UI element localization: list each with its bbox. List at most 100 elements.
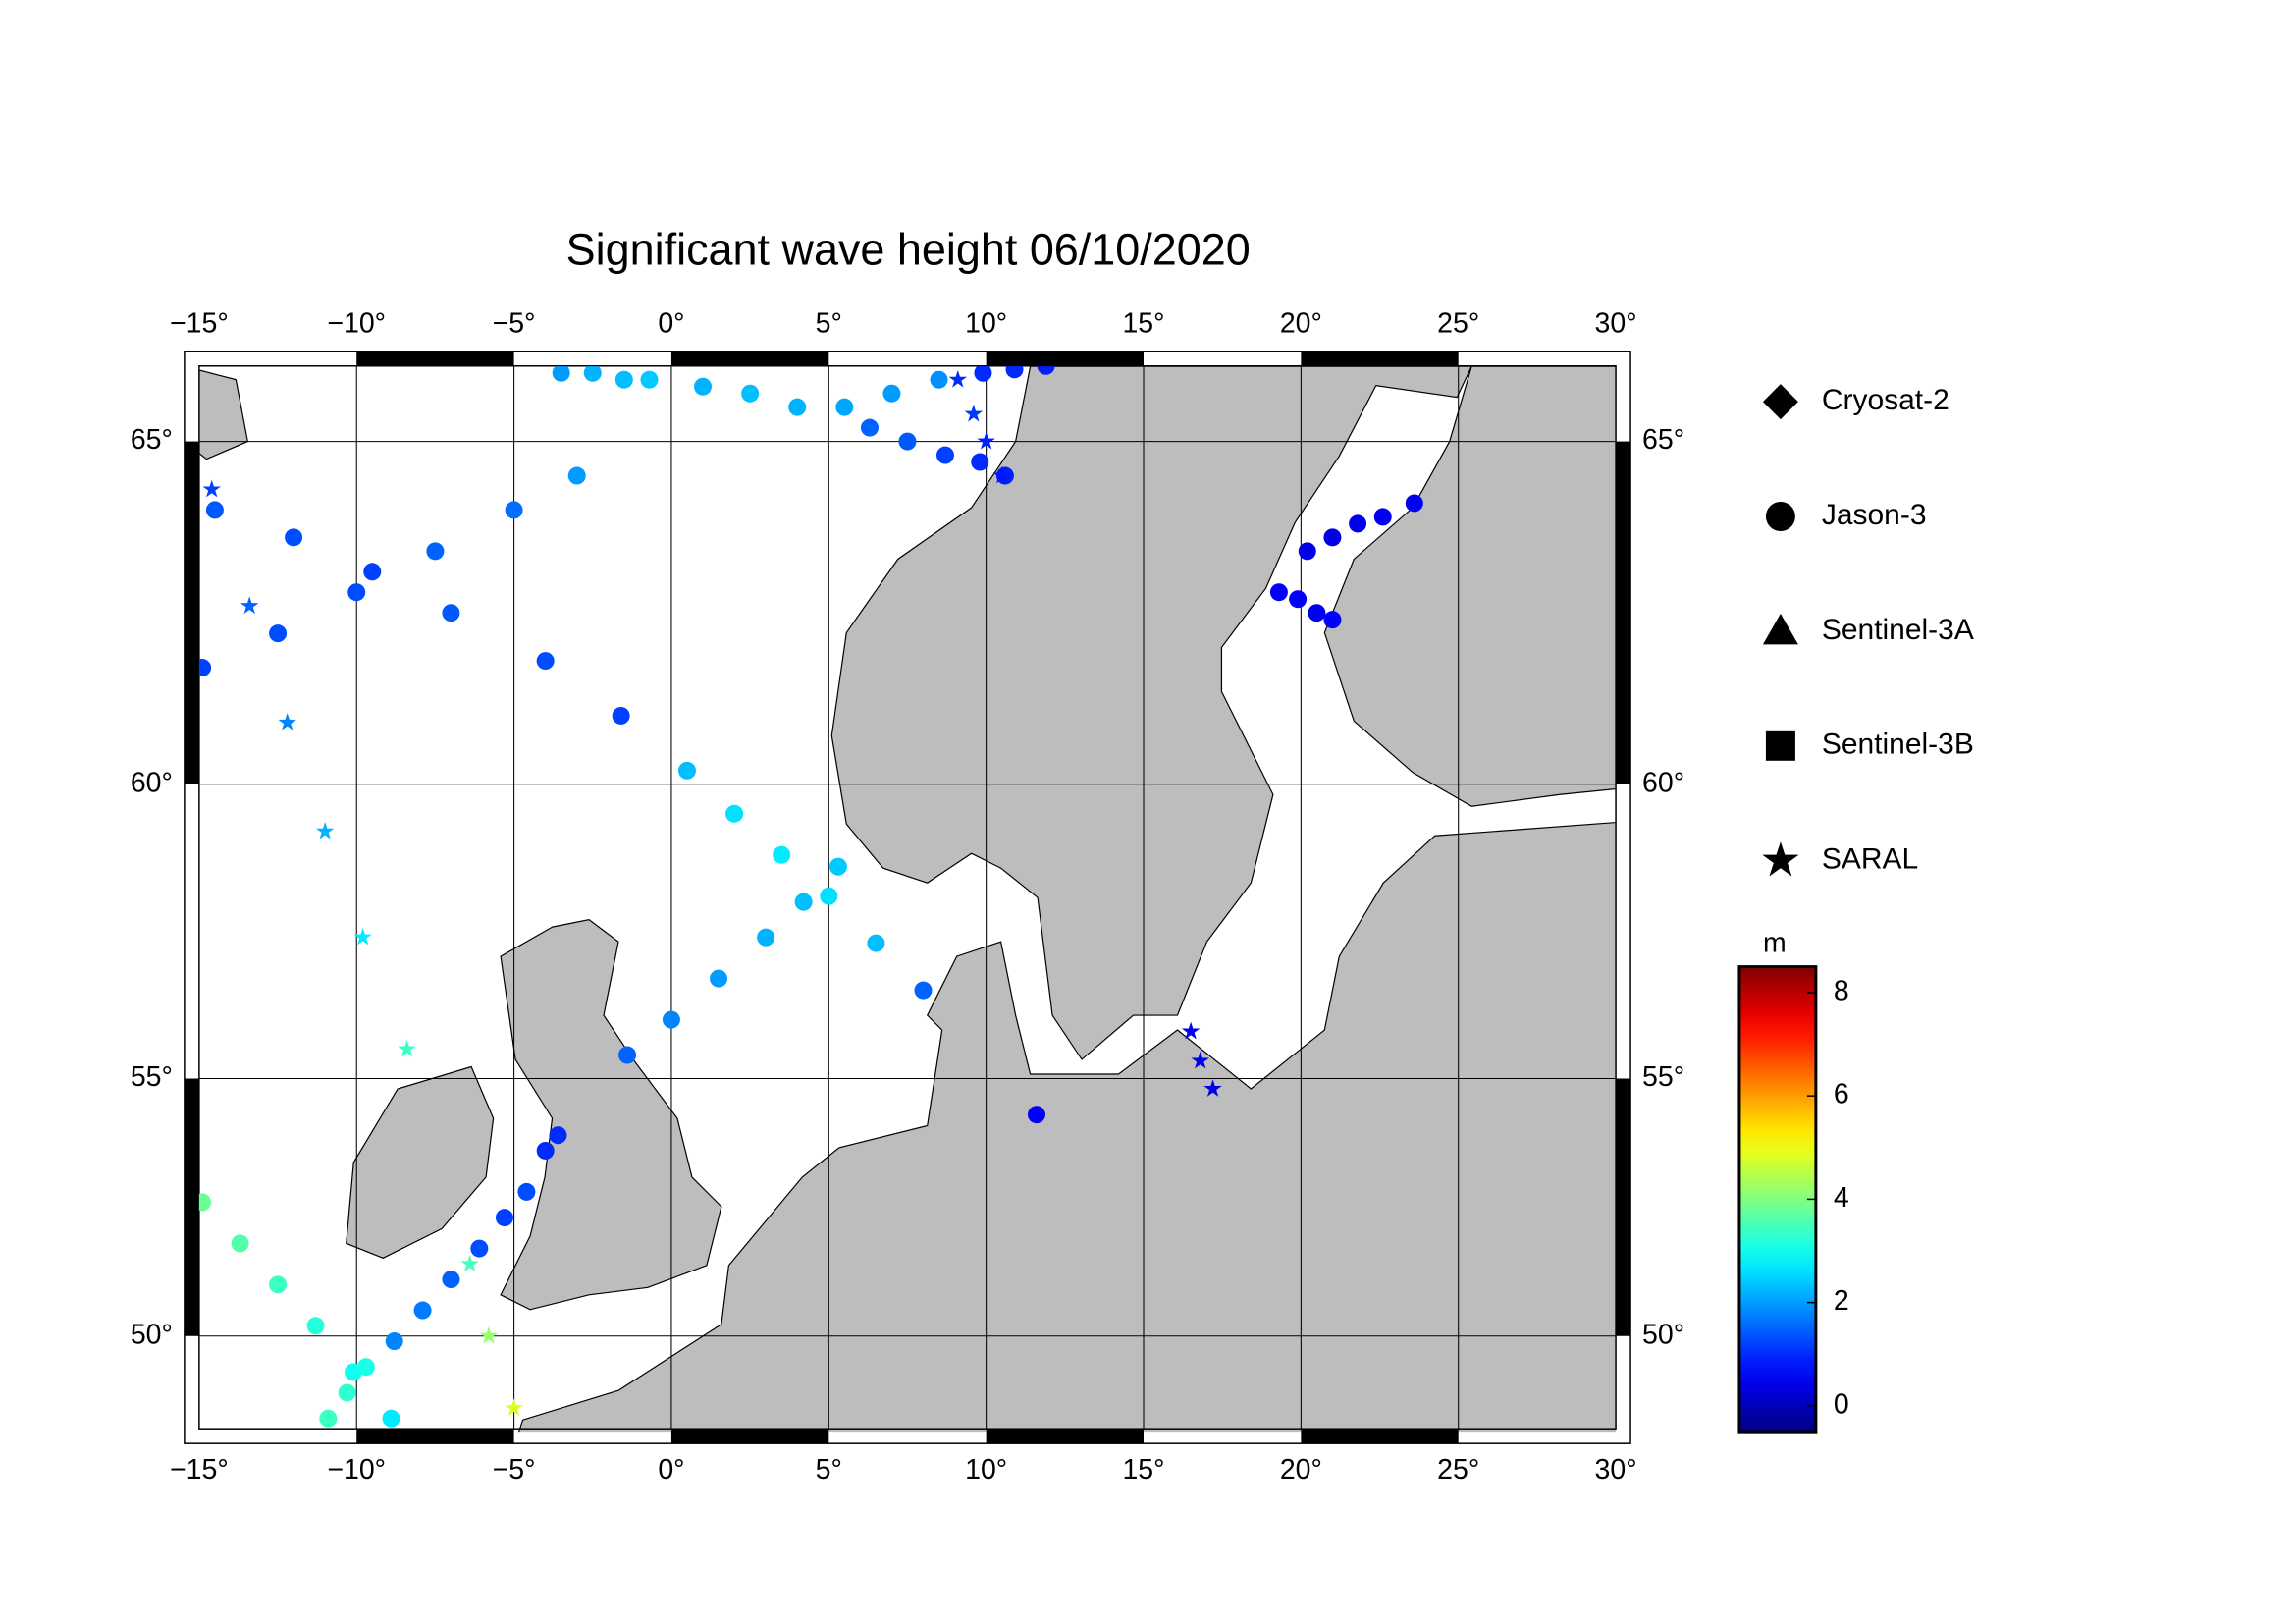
marker	[828, 857, 847, 876]
legend-label: Sentinel-3A	[1822, 614, 1974, 646]
legend-label: Jason-3	[1822, 499, 1927, 531]
marker	[773, 845, 791, 864]
marker	[1027, 1106, 1045, 1124]
marker	[505, 1398, 523, 1417]
frame-bar	[184, 1078, 199, 1336]
marker	[1373, 508, 1392, 526]
marker	[977, 431, 995, 450]
y-tick-label: 55°	[131, 1061, 173, 1093]
colorbar-tick-label: 6	[1834, 1079, 1849, 1110]
marker	[356, 1358, 375, 1377]
marker	[398, 1039, 416, 1057]
x-tick-label: 5°	[816, 1454, 842, 1486]
x-tick-label: 30°	[1595, 1454, 1637, 1486]
x-tick-label: 30°	[1595, 307, 1637, 339]
y-tick-label: 65°	[1642, 424, 1684, 456]
marker	[948, 369, 968, 388]
marker	[964, 404, 984, 422]
marker	[470, 1239, 489, 1258]
frame-bar	[1301, 1429, 1459, 1444]
marker	[1762, 384, 1798, 420]
marker	[1762, 613, 1798, 645]
marker	[1269, 583, 1288, 602]
frame-bar	[356, 351, 514, 366]
frame-bar	[356, 1429, 514, 1444]
marker	[1308, 604, 1326, 622]
marker	[1181, 1021, 1201, 1040]
scandinavia	[830, 366, 1472, 1060]
y-tick-label: 50°	[1642, 1319, 1684, 1350]
y-tick-label: 55°	[1642, 1061, 1684, 1093]
marker	[618, 1046, 637, 1064]
marker	[1037, 366, 1055, 375]
colorbar: m 0 2 4 6 8	[1737, 928, 1849, 1434]
y-tick-label: 60°	[1642, 767, 1684, 798]
frame-bar	[670, 351, 829, 366]
marker	[1191, 1051, 1209, 1069]
marker	[930, 370, 948, 389]
map-title: Significant wave height 06/10/2020	[566, 225, 1251, 275]
marker	[820, 887, 838, 905]
marker	[710, 969, 728, 988]
marker	[549, 1126, 567, 1145]
frame-bar	[670, 1429, 829, 1444]
great-britain	[500, 919, 722, 1311]
marker	[495, 1209, 513, 1227]
marker	[1298, 542, 1316, 561]
marker	[1323, 611, 1342, 629]
marker	[971, 453, 989, 471]
marker	[567, 466, 586, 485]
colorbar-tick-label: 0	[1834, 1388, 1849, 1420]
map-frame: −15° −15° −10° −10° −5° −5° 0° 0° 5° 5° 10° 10° 15° 1…	[131, 307, 1684, 1486]
marker	[315, 821, 335, 839]
marker	[992, 465, 1011, 484]
x-tick-label: −15°	[170, 1454, 229, 1486]
marker	[442, 1271, 460, 1289]
y-tick-label: 50°	[131, 1319, 173, 1350]
graticule	[198, 366, 1617, 1430]
colorbar-tick-label: 4	[1834, 1182, 1849, 1214]
x-tick-label: 10°	[965, 1454, 1007, 1486]
marker	[198, 1193, 212, 1212]
marker	[536, 652, 555, 671]
x-tick-label: 15°	[1122, 1454, 1164, 1486]
marker	[662, 1010, 680, 1029]
y-tick-label: 60°	[131, 767, 173, 798]
x-tick-label: 25°	[1437, 1454, 1479, 1486]
marker	[614, 370, 633, 389]
marker	[914, 981, 933, 1000]
iceland	[198, 369, 249, 460]
marker	[552, 366, 570, 382]
x-tick-label: −10°	[327, 1454, 386, 1486]
marker	[536, 1141, 555, 1160]
marker	[413, 1301, 432, 1320]
marker	[205, 501, 224, 519]
marker	[694, 377, 713, 396]
marker	[382, 1409, 400, 1428]
marker	[306, 1317, 325, 1335]
frame-bar	[1616, 441, 1631, 784]
x-tick-label: −10°	[327, 307, 386, 339]
legend-label: Cryosat-2	[1822, 384, 1949, 416]
marker	[835, 398, 854, 416]
marker	[882, 384, 901, 403]
colorbar-tick-label: 8	[1834, 975, 1849, 1006]
frame-bar	[1616, 1078, 1631, 1336]
marker	[677, 761, 696, 780]
x-tick-label: 20°	[1280, 307, 1322, 339]
x-tick-label: 0°	[658, 1454, 684, 1486]
marker	[319, 1409, 338, 1428]
marker	[640, 370, 659, 389]
marker	[1765, 502, 1795, 532]
frame-outline	[184, 351, 1631, 1444]
marker	[426, 542, 445, 561]
frame-inner	[198, 365, 1617, 1430]
marker	[363, 563, 382, 581]
marker	[285, 528, 303, 547]
ireland	[346, 1065, 495, 1259]
marker	[1349, 514, 1367, 533]
frame-bar	[986, 1429, 1145, 1444]
marker	[794, 893, 813, 911]
